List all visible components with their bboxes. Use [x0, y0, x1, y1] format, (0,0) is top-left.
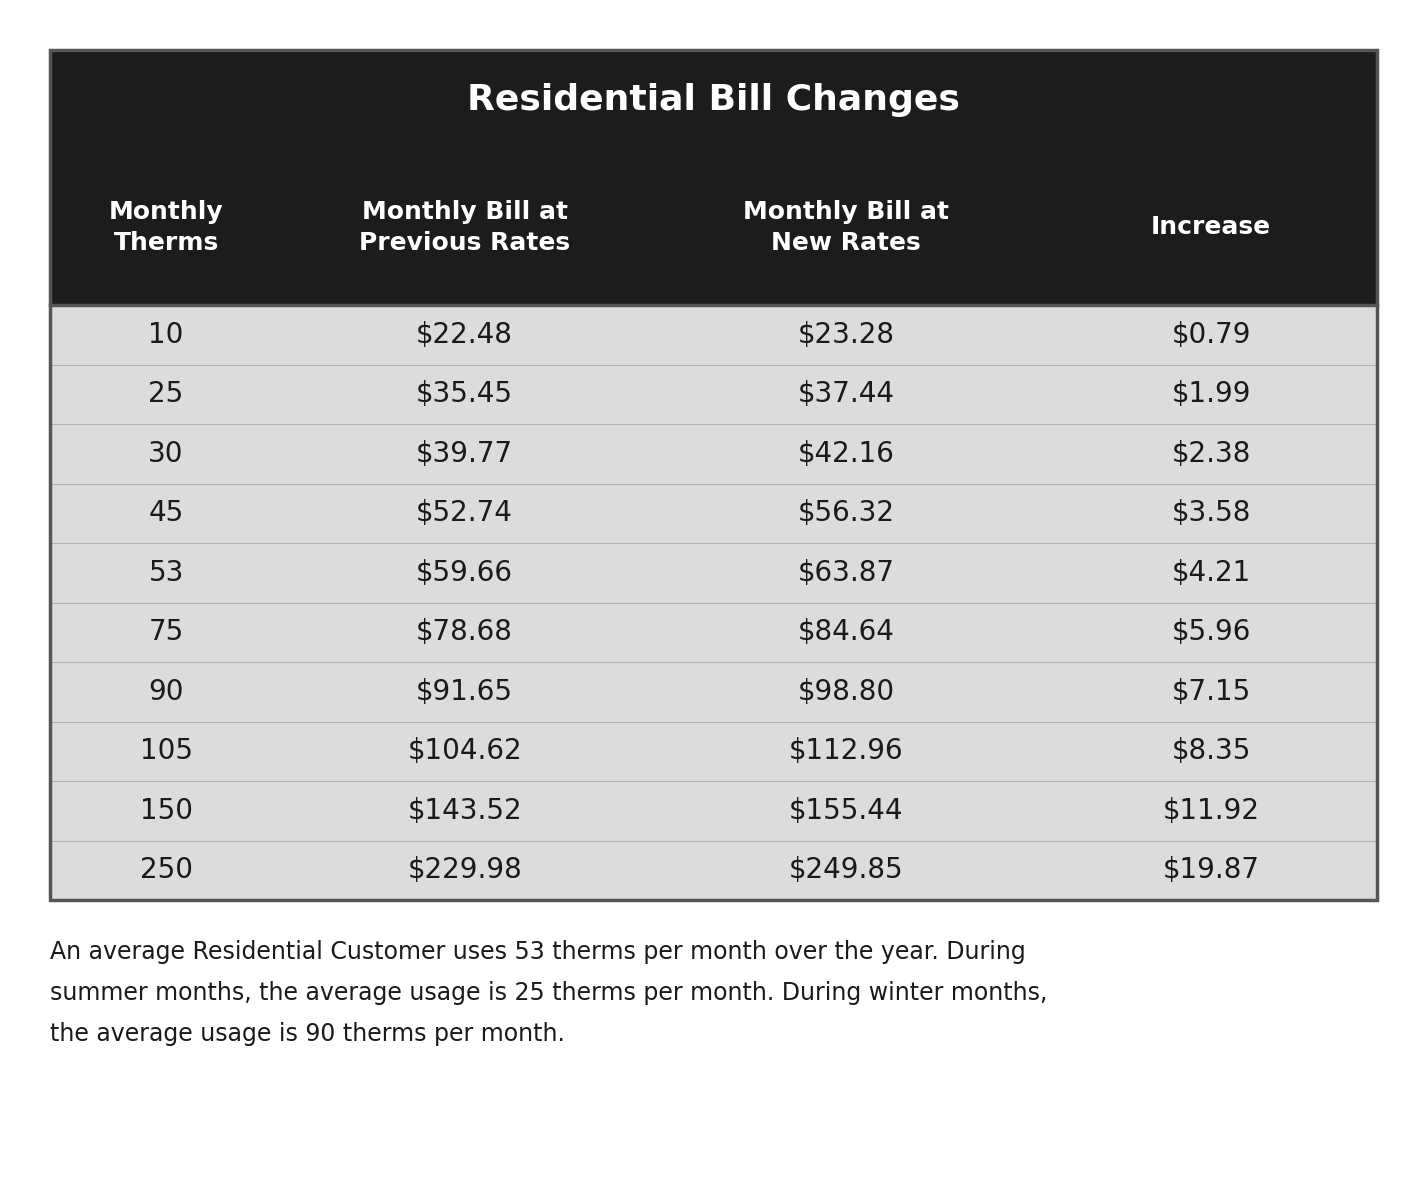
Bar [50, 840, 1377, 900]
Text: 75: 75 [148, 618, 184, 647]
Text: Monthly Bill at
New Rates: Monthly Bill at New Rates [743, 199, 949, 256]
Text: 25: 25 [148, 380, 184, 408]
Text: 30: 30 [148, 439, 184, 468]
Text: $0.79: $0.79 [1172, 320, 1251, 349]
Text: 53: 53 [148, 559, 184, 587]
Text: Increase: Increase [1152, 216, 1271, 240]
Text: Residential Bill Changes: Residential Bill Changes [467, 83, 960, 116]
Text: $98.80: $98.80 [798, 678, 895, 706]
Text: $84.64: $84.64 [798, 618, 895, 647]
Text: 10: 10 [148, 320, 184, 349]
Text: $249.85: $249.85 [789, 857, 903, 884]
Text: $11.92: $11.92 [1163, 797, 1260, 824]
Text: $35.45: $35.45 [417, 380, 514, 408]
Bar [50, 365, 1377, 424]
Text: $78.68: $78.68 [417, 618, 514, 647]
Text: $19.87: $19.87 [1163, 857, 1260, 884]
Text: 45: 45 [148, 499, 184, 527]
Text: $42.16: $42.16 [798, 439, 895, 468]
Text: $56.32: $56.32 [798, 499, 895, 527]
Text: $23.28: $23.28 [798, 320, 895, 349]
Text: $143.52: $143.52 [407, 797, 522, 824]
Text: $8.35: $8.35 [1172, 737, 1251, 766]
Bar [50, 150, 1377, 305]
Text: $52.74: $52.74 [417, 499, 514, 527]
Text: $155.44: $155.44 [789, 797, 903, 824]
Bar [50, 424, 1377, 484]
Text: $59.66: $59.66 [417, 559, 514, 587]
Bar [50, 50, 1377, 900]
Bar [50, 662, 1377, 721]
Text: An average Residential Customer uses 53 therms per month over the year. During
s: An average Residential Customer uses 53 … [50, 940, 1047, 1046]
Text: $3.58: $3.58 [1172, 499, 1251, 527]
Bar [50, 484, 1377, 542]
Text: $63.87: $63.87 [798, 559, 895, 587]
Text: $5.96: $5.96 [1172, 618, 1251, 647]
Text: $1.99: $1.99 [1172, 380, 1251, 408]
Text: $7.15: $7.15 [1172, 678, 1250, 706]
Text: $112.96: $112.96 [789, 737, 903, 766]
Bar [50, 305, 1377, 365]
Text: $229.98: $229.98 [407, 857, 522, 884]
Text: Monthly
Therms: Monthly Therms [108, 199, 224, 256]
Bar [50, 542, 1377, 602]
Text: Monthly Bill at
Previous Rates: Monthly Bill at Previous Rates [360, 199, 571, 256]
Text: $37.44: $37.44 [798, 380, 895, 408]
Bar [50, 602, 1377, 662]
Bar [50, 781, 1377, 840]
Bar [50, 721, 1377, 781]
Text: $39.77: $39.77 [417, 439, 514, 468]
Text: 250: 250 [140, 857, 193, 884]
Text: $22.48: $22.48 [417, 320, 514, 349]
Text: $104.62: $104.62 [407, 737, 522, 766]
Text: 90: 90 [148, 678, 184, 706]
Text: 105: 105 [140, 737, 193, 766]
Text: $2.38: $2.38 [1172, 439, 1251, 468]
Bar [50, 50, 1377, 150]
Text: $4.21: $4.21 [1172, 559, 1250, 587]
Text: 150: 150 [140, 797, 193, 824]
Text: $91.65: $91.65 [417, 678, 514, 706]
